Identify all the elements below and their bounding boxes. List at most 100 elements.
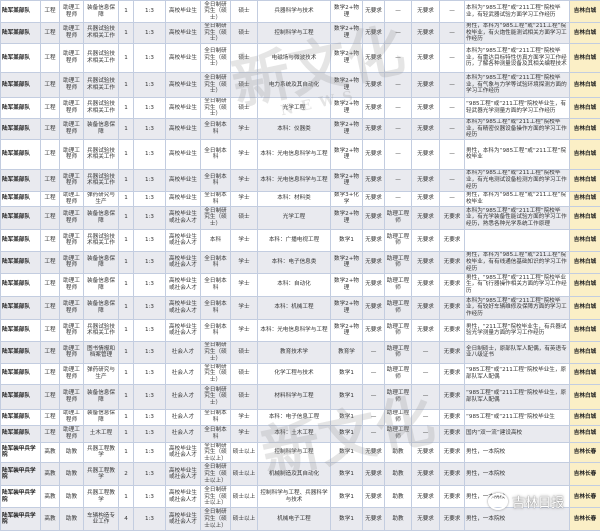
cell-remarks: “985工程”或“211工程”院校毕业生，原部队军人配偶 <box>465 363 570 384</box>
cell-experience: — <box>440 1 465 23</box>
cell-education: 全日制本科 <box>201 273 231 296</box>
cell-ratio: 1:3 <box>134 296 166 319</box>
cell-title-requirement: 助理工程师 <box>385 363 412 384</box>
cell-unit: 陆军某部队 <box>1 139 41 169</box>
cell-exam-subject: 数学2+物理 <box>331 251 363 273</box>
cell-education: 全日制研究生（硕士） <box>201 98 231 119</box>
cell-age: — <box>363 409 385 425</box>
cell-remarks <box>465 229 570 251</box>
cell-remarks: “985工程”或“211工程”院校毕业生，原部队军人配偶 <box>465 384 570 409</box>
cell-position-level: 助理工程师 <box>60 98 84 119</box>
cell-education: 全日制本科 <box>201 251 231 273</box>
cell-headcount: 1 <box>119 98 134 119</box>
cell-source: 社会人才 <box>166 341 201 363</box>
cell-headcount: 1 <box>119 206 134 229</box>
cell-headcount: 1 <box>119 442 134 463</box>
cell-position-level: 助理工程师 <box>60 229 84 251</box>
cell-exam-subject: 数学1 <box>331 363 363 384</box>
cell-degree: 硕士 <box>231 23 258 44</box>
cell-degree: 学士 <box>231 273 258 296</box>
cell-title-requirement: 助教 <box>385 463 412 486</box>
cell-ethnicity: 无要求 <box>412 1 440 23</box>
cell-degree: 学士 <box>231 409 258 425</box>
cell-source: 高校毕业生 <box>166 139 201 169</box>
cell-exam-subject: 数学1 <box>331 442 363 463</box>
cell-source: 高校毕业生 <box>166 119 201 140</box>
cell-exam-subject: 数学1 <box>331 409 363 425</box>
cell-category: 工程 <box>41 119 60 140</box>
cell-title-requirement: — <box>385 1 412 23</box>
cell-category: 工程 <box>41 98 60 119</box>
logo-text: 吉林日报 <box>512 492 564 511</box>
cell-exam-subject: 数学1 <box>331 384 363 409</box>
cell-age: 无要求 <box>363 23 385 44</box>
cell-remarks: 本科为“985工程”或“211工程”院校毕业，有光电测试设备检测方面的学习工作经… <box>465 169 570 191</box>
cell-position-name: 兵器试验技术相关工作 <box>84 229 119 251</box>
cell-title-requirement: — <box>385 191 412 206</box>
cell-ratio: 1:3 <box>134 508 166 531</box>
cell-headcount: 1 <box>119 229 134 251</box>
cell-experience: — <box>440 44 465 73</box>
cell-education: 全日制本科 <box>201 119 231 140</box>
cell-location: 吉林白城 <box>570 44 600 73</box>
cell-major: 材料科学与工程 <box>258 384 331 409</box>
cell-position-level: 助理工程师 <box>60 44 84 73</box>
cell-major: 本科：仪器类 <box>258 119 331 140</box>
cell-experience: 无要求 <box>440 296 465 319</box>
cell-unit: 陆军某部队 <box>1 98 41 119</box>
cell-location: 吉林白城 <box>570 251 600 273</box>
cell-age: — <box>363 341 385 363</box>
cell-experience: 无要求 <box>440 409 465 425</box>
cell-source: 高校毕业生或社会人才 <box>166 206 201 229</box>
cell-category: 工程 <box>41 319 60 341</box>
cell-category: 工程 <box>41 363 60 384</box>
cell-education: 全日制研究生（硕士） <box>201 23 231 44</box>
cell-position-level: 助理工程师 <box>60 1 84 23</box>
cell-ethnicity: 无要求 <box>412 23 440 44</box>
cell-unit: 陆军装甲兵学院 <box>1 486 41 508</box>
cell-ratio: 1:3 <box>134 119 166 140</box>
cell-age: 无要求 <box>363 44 385 73</box>
cell-age: 无要求 <box>363 273 385 296</box>
cell-age: 无要求 <box>363 73 385 98</box>
cell-source: 高校毕业生 <box>166 1 201 23</box>
cell-unit: 陆军某部队 <box>1 169 41 191</box>
cell-source: 高校毕业生 <box>166 73 201 98</box>
cell-education: 全日制本科 <box>201 191 231 206</box>
cell-ratio: 1:3 <box>134 273 166 296</box>
cell-location: 吉林白城 <box>570 341 600 363</box>
cell-ethnicity: 无要求 <box>412 44 440 73</box>
cell-category: 工程 <box>41 425 60 442</box>
cell-position-name: 兵器工程教学 <box>84 463 119 486</box>
cell-source: 高校毕业生或社会人才 <box>166 508 201 531</box>
cell-position-level: 助理工程师 <box>60 169 84 191</box>
cell-ethnicity: 无要求 <box>412 169 440 191</box>
cell-age: 无要求 <box>363 191 385 206</box>
cell-position-level: 助理工程师 <box>60 251 84 273</box>
cell-location: 吉林白城 <box>570 229 600 251</box>
cell-headcount: 1 <box>119 191 134 206</box>
cell-position-level: 助理工程师 <box>60 139 84 169</box>
cell-title-requirement: — <box>385 119 412 140</box>
cell-ethnicity: 无要求 <box>412 319 440 341</box>
cell-ratio: 1:3 <box>134 486 166 508</box>
cell-ethnicity: 无要求 <box>412 206 440 229</box>
cell-degree: 学士 <box>231 251 258 273</box>
cell-ratio: 1:3 <box>134 384 166 409</box>
cell-headcount: 1 <box>119 363 134 384</box>
cell-title-requirement: 助理工程师 <box>385 296 412 319</box>
cell-major: 教育技术学 <box>258 341 331 363</box>
cell-remarks: 男性，本科为“985工程”或“211工程”院校毕业 <box>465 191 570 206</box>
cell-title-requirement: 助教 <box>385 508 412 531</box>
cell-source: 高校毕业生 <box>166 98 201 119</box>
cell-ethnicity: — <box>412 341 440 363</box>
cell-category: 工程 <box>41 206 60 229</box>
cell-experience: 无要求 <box>440 486 465 508</box>
cell-location: 吉林白城 <box>570 73 600 98</box>
cell-headcount: 1 <box>119 409 134 425</box>
